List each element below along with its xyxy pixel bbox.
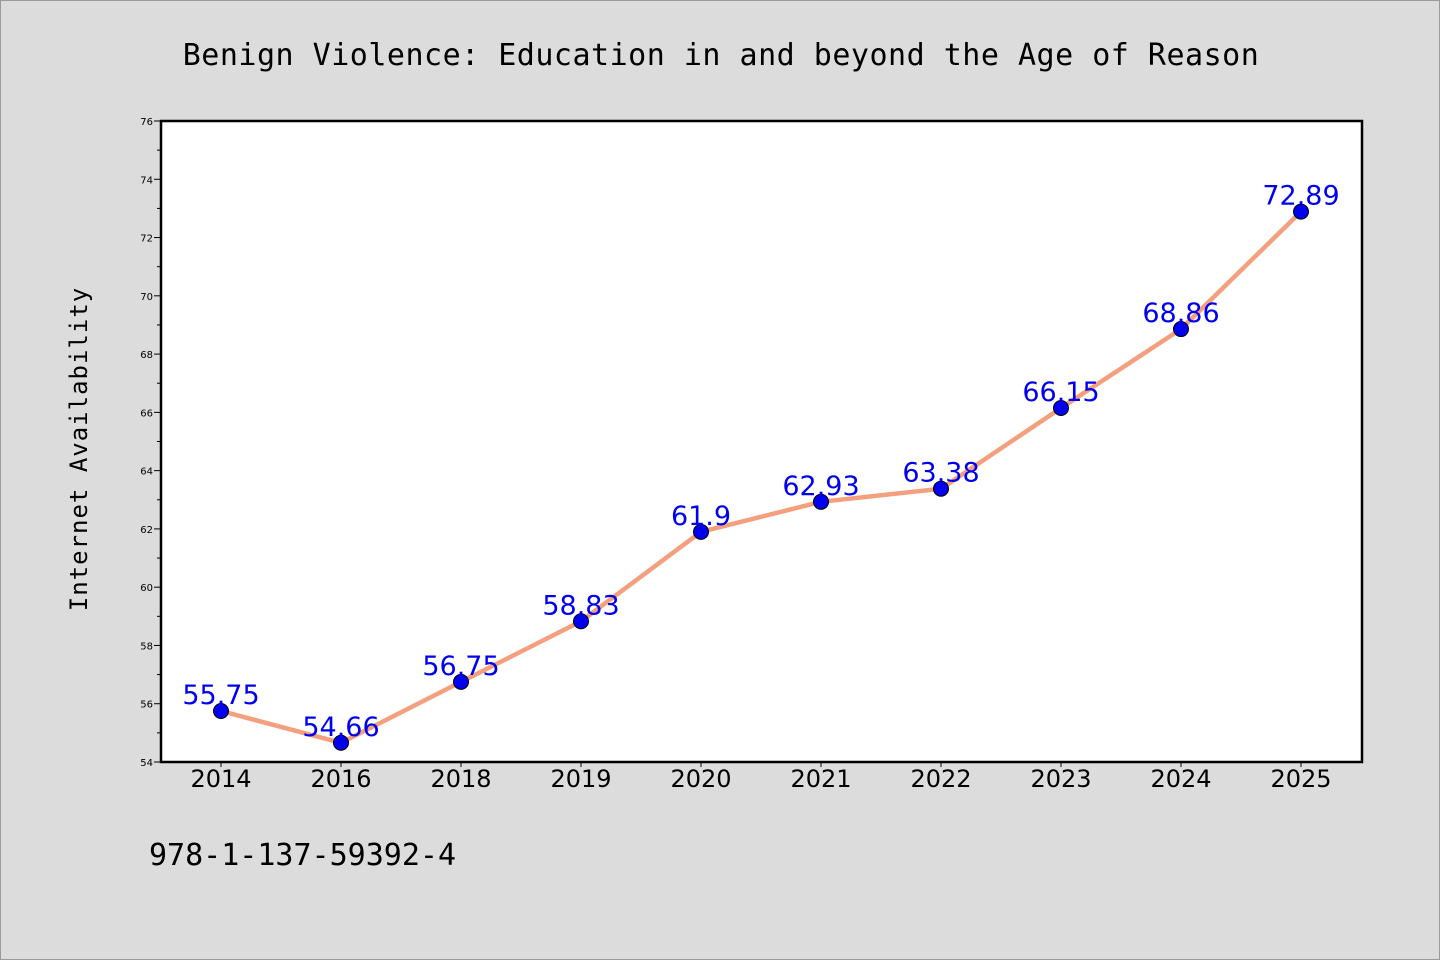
y-tick-label: 74 [140, 175, 153, 186]
data-point [693, 523, 709, 540]
y-axis-ticks: 54 56 58 60 62 64 66 68 70 72 74 76 [140, 117, 161, 769]
y-tick-label: 68 [140, 350, 153, 361]
data-point [1173, 321, 1189, 338]
plot-area [159, 119, 1364, 764]
x-tick-label: 2016 [310, 765, 371, 793]
y-tick-label: 70 [140, 292, 153, 303]
x-tick-label: 2025 [1270, 765, 1331, 793]
x-tick-label: 2024 [1150, 765, 1211, 793]
x-tick-label: 2023 [1030, 765, 1091, 793]
y-tick-label: 66 [140, 408, 153, 419]
data-point [573, 613, 589, 630]
data-point [933, 480, 949, 497]
data-point [813, 493, 829, 510]
data-label: 68.86 [1142, 298, 1219, 329]
data-point [453, 673, 469, 690]
isbn-text: 978-1-137-59392-4 [149, 838, 456, 873]
y-tick-label: 62 [140, 525, 153, 536]
data-point [213, 703, 229, 720]
x-tick-label: 2022 [910, 765, 971, 793]
data-label: 54.66 [302, 712, 379, 743]
y-tick-label: 72 [140, 234, 153, 245]
series-line-group [218, 209, 1304, 746]
y-tick-label: 60 [140, 583, 153, 594]
y-tick-label: 56 [140, 700, 153, 711]
x-tick-label: 2014 [190, 765, 251, 793]
data-point [333, 734, 349, 751]
data-label: 63.38 [902, 458, 979, 489]
y-tick-label: 64 [140, 467, 153, 478]
data-label: 55.75 [182, 680, 259, 711]
data-label: 72.89 [1262, 181, 1339, 212]
data-label: 56.75 [422, 651, 499, 682]
data-label: 58.83 [542, 590, 619, 621]
data-point [1293, 203, 1309, 220]
y-tick-label: 54 [140, 758, 153, 769]
chart-title: Benign Violence: Education in and beyond… [183, 38, 1260, 73]
x-tick-label: 2020 [670, 765, 731, 793]
data-markers [213, 203, 1309, 751]
series-line [218, 209, 1304, 746]
data-label: 66.15 [1022, 377, 1099, 408]
y-tick-label: 76 [140, 117, 153, 128]
data-label: 62.93 [782, 471, 859, 502]
x-axis-ticks: 2014 2016 2018 2019 2020 2021 2022 2023 2024 2025 [190, 762, 1332, 793]
data-labels: 55.75 54.66 56.75 58.83 61.9 62.93 63.38 66.15 6… [182, 181, 1339, 743]
data-point [1053, 399, 1069, 416]
y-axis-label: Internet Availability [65, 287, 93, 611]
x-tick-label: 2019 [550, 765, 611, 793]
x-tick-label: 2021 [790, 765, 851, 793]
y-tick-label: 58 [140, 641, 153, 652]
x-tick-label: 2018 [430, 765, 491, 793]
data-label: 61.9 [671, 501, 731, 532]
